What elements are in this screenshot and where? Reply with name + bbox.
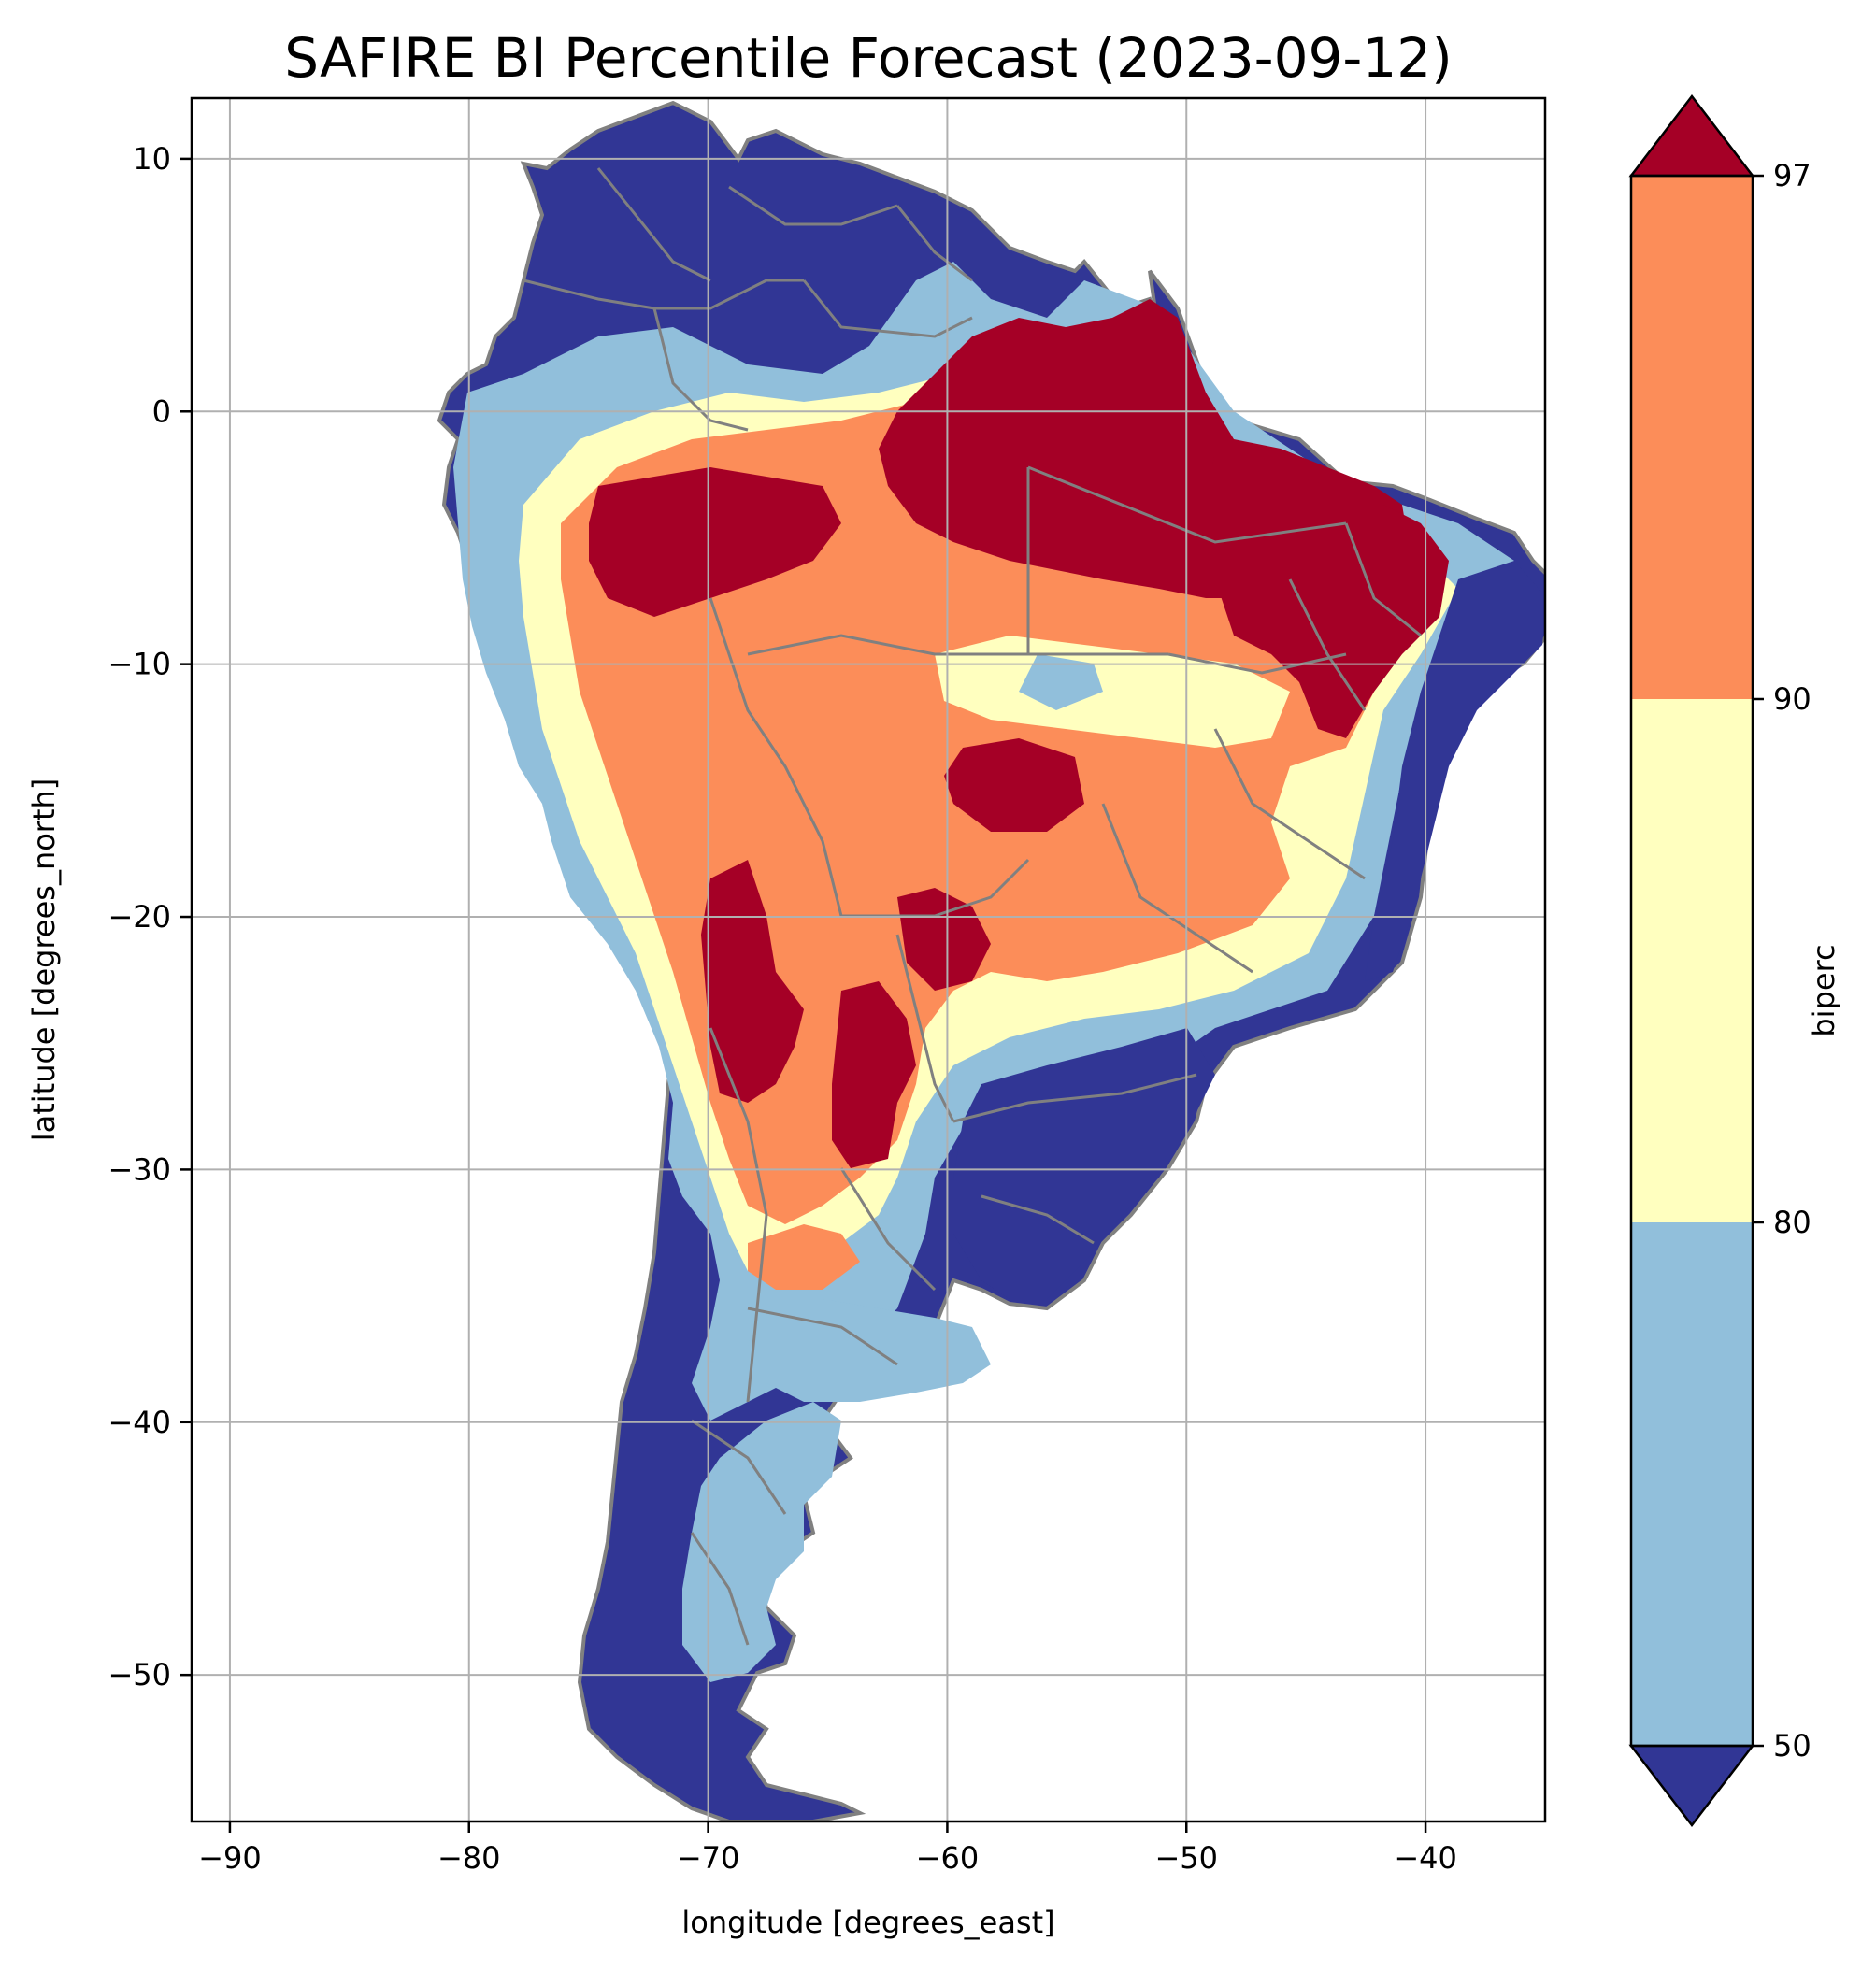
x-tick-label: −50 <box>1154 1840 1218 1876</box>
band-over-97-central <box>944 738 1084 832</box>
chart-title: SAFIRE BI Percentile Forecast (2023-09-1… <box>284 26 1453 90</box>
band-over-97-west <box>589 467 841 617</box>
colorbar-tick-label: 97 <box>1773 158 1812 193</box>
colorbar-extend-max <box>1628 93 1755 178</box>
border-lines <box>523 167 1422 1646</box>
band-80-90-pampa <box>748 1224 860 1290</box>
y-tick-label: −40 <box>107 1405 171 1440</box>
band-over-97-east <box>1206 449 1449 738</box>
y-axis: 10 0 −10 −20 −30 −40 −50 <box>107 141 192 1692</box>
colorbar-segment <box>1631 699 1753 1222</box>
y-tick-label: 0 <box>152 393 171 429</box>
y-tick-label: −30 <box>107 1151 171 1187</box>
colorbar-tick-label: 80 <box>1773 1205 1812 1240</box>
band-under-50-south-brazil <box>953 1028 1215 1299</box>
colorbar-tick-label: 90 <box>1773 681 1812 717</box>
x-axis: −90 −80 −70 −60 −50 −40 <box>198 1821 1457 1876</box>
band-50-80-central <box>1019 654 1103 710</box>
band-over-97-bolivia <box>897 888 991 991</box>
colorbar-label: biperc <box>1806 944 1841 1036</box>
y-tick-label: 10 <box>133 141 171 177</box>
x-tick-label: −80 <box>437 1840 501 1876</box>
colorbar-segment <box>1631 176 1753 699</box>
y-tick-label: −50 <box>107 1657 171 1692</box>
band-under-50-atlantic <box>1365 561 1545 981</box>
x-tick-label: −70 <box>677 1840 740 1876</box>
band-50-80-south <box>682 1402 841 1682</box>
colorbar-segment <box>1631 1222 1753 1746</box>
colorbar: 50 80 90 97 <box>1628 93 1812 1828</box>
band-over-97-gran-chaco <box>832 981 916 1168</box>
y-tick-label: −20 <box>107 899 171 935</box>
x-tick-label: −60 <box>916 1840 980 1876</box>
y-tick-label: −10 <box>107 647 171 682</box>
x-tick-label: −90 <box>198 1840 262 1876</box>
band-50-80-pampa <box>748 1299 991 1402</box>
x-tick-label: −40 <box>1394 1840 1457 1876</box>
y-axis-label: latitude [degrees_north] <box>26 778 62 1142</box>
gridlines <box>192 98 1545 1821</box>
plot-frame <box>190 96 1547 1823</box>
band-over-97-chaco <box>701 860 804 1103</box>
x-axis-label: longitude [degrees_east] <box>681 1905 1054 1940</box>
colorbar-extend-min <box>1628 1744 1755 1828</box>
colorbar-tick-label: 50 <box>1773 1728 1812 1764</box>
colorbar-frame <box>1629 174 1754 1748</box>
